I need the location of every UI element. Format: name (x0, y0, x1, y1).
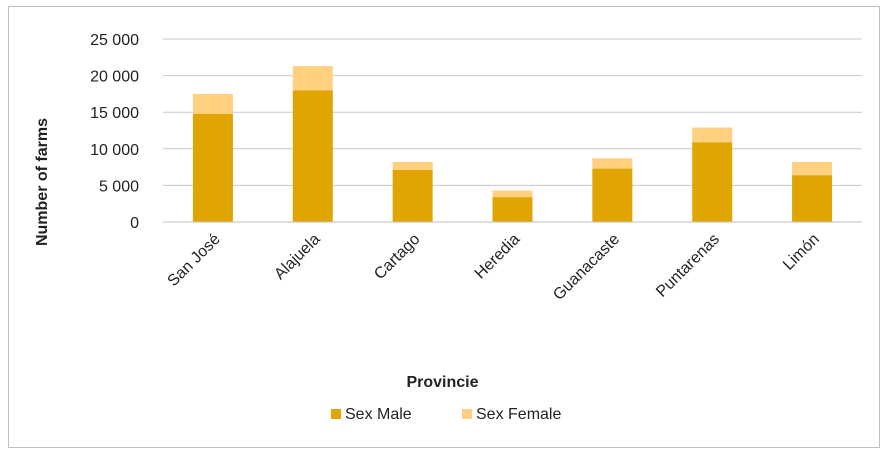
x-tick-label: Alajuela (271, 231, 323, 283)
bars (192, 66, 833, 223)
bar-female (492, 190, 533, 198)
bar-female (592, 158, 633, 169)
bar-female (292, 66, 333, 91)
y-tick-label: 25 000 (90, 32, 139, 49)
legend-swatch-female (462, 409, 472, 419)
bar-female (392, 161, 433, 171)
bar-male (792, 175, 833, 222)
x-tick-labels: San José Alajuela Cartago Heredia Guanacaste… (165, 231, 823, 304)
x-tick-label: Puntarenas (653, 231, 723, 301)
y-axis-title: Number of farms (34, 118, 51, 246)
bar-female (692, 127, 733, 143)
bar-female (792, 161, 833, 176)
x-tick-label: Cartago (371, 231, 423, 283)
bar-male (492, 197, 533, 222)
chart-svg: 0 5 000 10 000 15 000 20 000 25 000 San José A… (34, 32, 862, 423)
y-tick-label: 5 000 (99, 178, 139, 195)
y-tick-label: 0 (130, 215, 139, 232)
y-tick-label: 10 000 (90, 142, 139, 159)
x-axis-title: Provincie (406, 374, 478, 391)
x-tick-label: Limón (780, 231, 823, 274)
legend-swatch-male (331, 409, 341, 419)
bar-male (392, 170, 433, 222)
gridlines (163, 38, 862, 186)
legend: Sex Male Sex Female (331, 406, 561, 423)
x-tick-label: San José (165, 231, 224, 290)
bar-male (292, 90, 333, 223)
bar-female (192, 93, 233, 114)
y-tick-labels: 0 5 000 10 000 15 000 20 000 25 000 (90, 32, 139, 232)
legend-label-male: Sex Male (345, 406, 412, 423)
bar-male (192, 113, 233, 222)
bar-male (592, 168, 633, 222)
y-tick-label: 15 000 (90, 105, 139, 122)
x-tick-label: Guanacaste (550, 231, 623, 304)
legend-label-female: Sex Female (476, 406, 561, 423)
x-tick-label: Heredia (472, 231, 524, 283)
bar-male (692, 142, 733, 222)
chart-frame: 0 5 000 10 000 15 000 20 000 25 000 San José A… (8, 6, 880, 448)
y-tick-label: 20 000 (90, 69, 139, 86)
